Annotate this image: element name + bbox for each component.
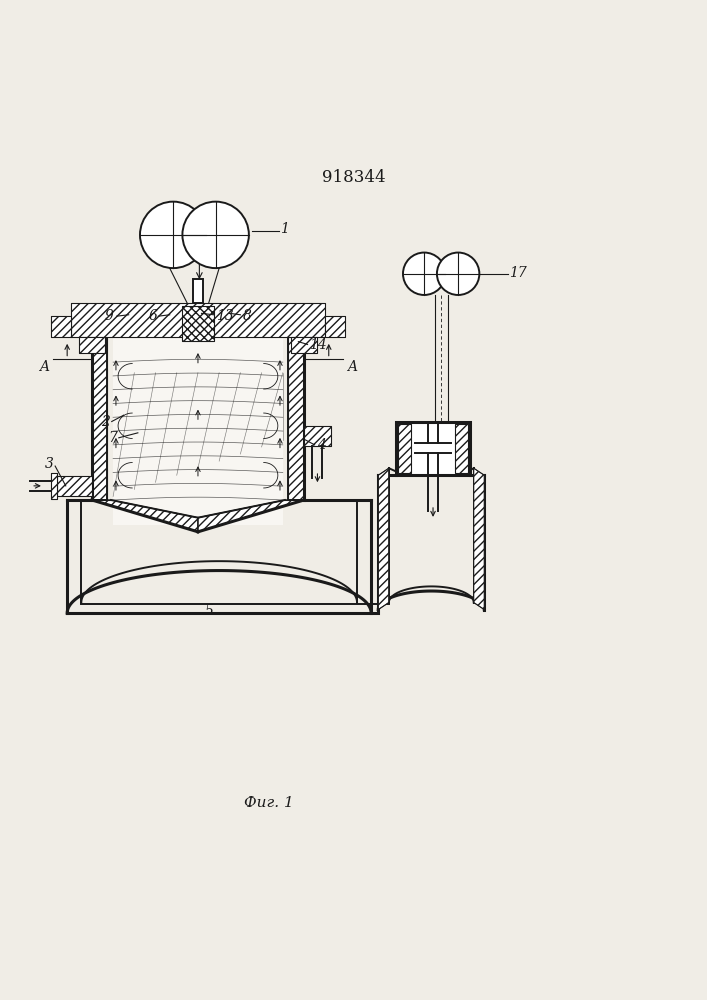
Bar xyxy=(51,316,71,337)
Circle shape xyxy=(437,253,479,295)
Bar xyxy=(396,422,470,475)
Bar xyxy=(398,424,411,473)
Bar xyxy=(325,316,345,337)
Text: 2: 2 xyxy=(101,415,110,429)
Bar xyxy=(288,337,304,500)
Polygon shape xyxy=(198,500,304,532)
Bar xyxy=(51,473,57,499)
Bar xyxy=(92,337,107,500)
Circle shape xyxy=(403,253,445,295)
Bar xyxy=(193,279,203,303)
Bar xyxy=(79,337,105,353)
Circle shape xyxy=(140,202,206,268)
Bar xyxy=(304,426,331,446)
Text: 13: 13 xyxy=(216,309,233,323)
Text: 6: 6 xyxy=(148,309,158,323)
Polygon shape xyxy=(378,468,389,610)
Bar xyxy=(113,337,283,525)
Polygon shape xyxy=(92,500,198,532)
Polygon shape xyxy=(474,468,484,610)
Text: 918344: 918344 xyxy=(322,169,385,186)
Bar xyxy=(57,476,92,496)
Bar xyxy=(291,337,317,353)
Text: 5: 5 xyxy=(205,604,214,618)
Text: 7: 7 xyxy=(108,431,117,445)
Bar xyxy=(398,424,411,473)
Bar xyxy=(182,306,214,341)
Bar xyxy=(455,424,468,473)
Text: 17: 17 xyxy=(509,266,527,280)
Bar xyxy=(79,337,105,353)
Text: A: A xyxy=(347,360,357,374)
Bar xyxy=(71,303,325,337)
Circle shape xyxy=(182,202,249,268)
Bar xyxy=(455,424,468,473)
Text: 3: 3 xyxy=(45,457,54,471)
Text: 1: 1 xyxy=(280,222,289,236)
Bar xyxy=(51,473,57,499)
Bar xyxy=(57,476,92,496)
Bar xyxy=(71,303,325,337)
Bar xyxy=(291,337,317,353)
Bar xyxy=(325,316,345,337)
Text: 9: 9 xyxy=(105,309,114,323)
Bar xyxy=(288,337,304,500)
Text: 4: 4 xyxy=(317,438,326,452)
Bar xyxy=(182,306,214,341)
Bar xyxy=(304,426,331,446)
Text: 14: 14 xyxy=(309,338,327,352)
Bar xyxy=(92,337,107,500)
Text: A: A xyxy=(39,360,49,374)
Text: 8: 8 xyxy=(243,309,252,323)
Bar xyxy=(51,316,71,337)
Text: Фиг. 1: Фиг. 1 xyxy=(244,796,293,810)
